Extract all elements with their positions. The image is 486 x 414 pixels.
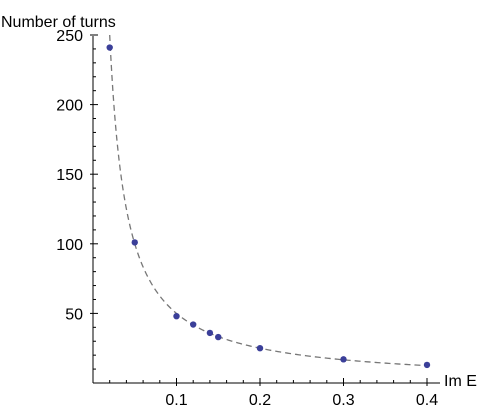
data-point: [190, 321, 197, 328]
data-points: [106, 44, 431, 369]
data-point: [215, 333, 222, 341]
data-point: [131, 239, 138, 246]
x-tick-label: 0.2: [249, 392, 271, 409]
data-point: [206, 329, 214, 337]
y-tick-label: 50: [65, 306, 83, 323]
x-tick-label: 0.4: [416, 392, 438, 409]
data-point: [173, 312, 180, 320]
fit-curve: [109, 34, 428, 367]
data-point: [423, 361, 431, 369]
y-tick-label: 150: [56, 167, 83, 184]
x-tick-label: 0.3: [332, 392, 354, 409]
y-tick-label: 200: [56, 98, 83, 115]
x-tick-label: 0.1: [165, 392, 187, 409]
axis-ticks: 0.1 0.2 0.3 0.4 50 100 150 200 250: [56, 28, 438, 409]
y-axis-label: Number of turns: [1, 14, 116, 31]
data-point: [106, 44, 113, 51]
data-point: [256, 345, 264, 352]
data-point: [340, 356, 347, 363]
x-axis-label: Im E: [444, 373, 477, 390]
y-tick-label: 100: [56, 237, 83, 254]
y-tick-label: 250: [56, 28, 83, 45]
